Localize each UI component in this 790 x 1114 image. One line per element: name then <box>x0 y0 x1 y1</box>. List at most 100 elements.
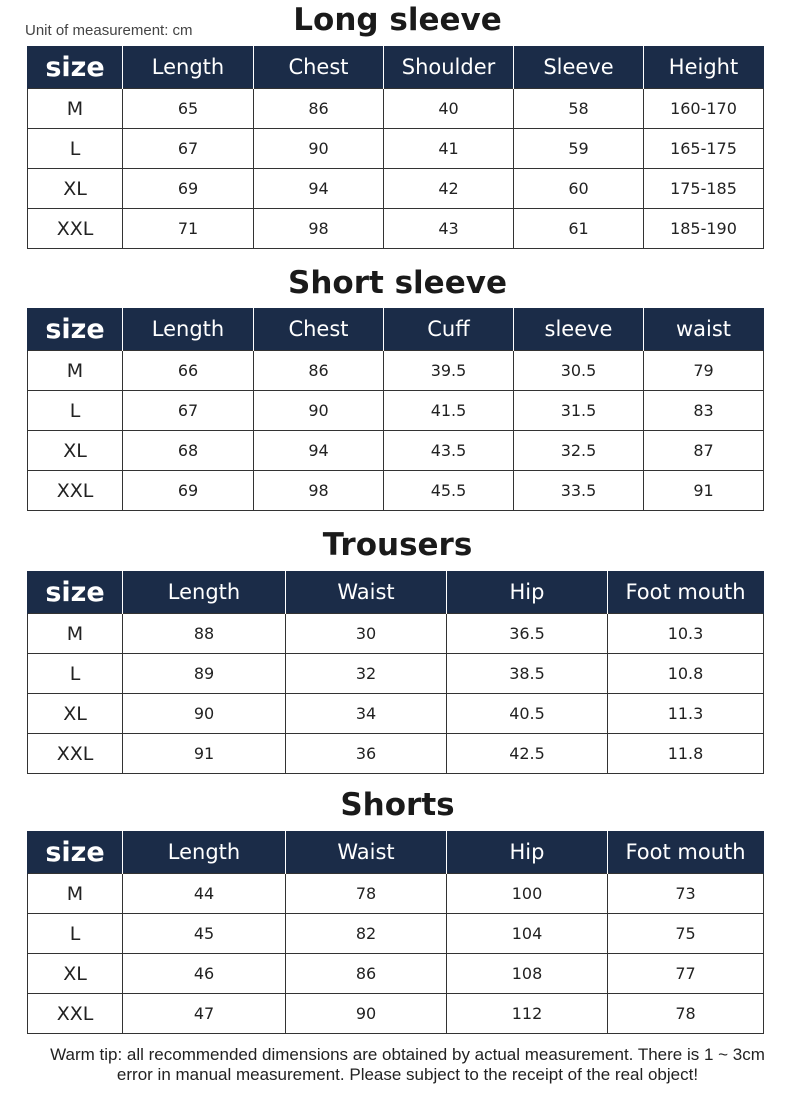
table-cell: 90 <box>253 390 384 431</box>
table-cell: 67 <box>122 390 254 431</box>
table-row: L 67 90 41.5 31.5 83 <box>27 390 764 431</box>
table-row: XL 90 34 40.5 11.3 <box>27 693 764 734</box>
table-cell: 32 <box>285 653 447 694</box>
table-cell: 89 <box>122 653 286 694</box>
table-cell: XXL <box>27 208 123 249</box>
table-cell: 165-175 <box>643 128 764 169</box>
table-cell: 82 <box>285 913 447 954</box>
table-cell: L <box>27 913 123 954</box>
table-cell: 67 <box>122 128 254 169</box>
table-cell: 175-185 <box>643 168 764 209</box>
table-cell: 88 <box>122 613 286 654</box>
table-cell: 40 <box>383 88 514 129</box>
table-cell: 78 <box>285 873 447 914</box>
table-cell: XXL <box>27 470 123 511</box>
table-row: M 66 86 39.5 30.5 79 <box>27 350 764 391</box>
size-table: size Length Waist Hip Foot mouth M 44 78 100 73 L 4… <box>27 831 764 1034</box>
section-title: Shorts <box>340 787 455 823</box>
table-cell: 38.5 <box>446 653 608 694</box>
column-header: waist <box>643 308 764 351</box>
table-row: XXL 91 36 42.5 11.8 <box>27 733 764 774</box>
column-header: Length <box>122 571 286 614</box>
table-cell: 71 <box>122 208 254 249</box>
table-row: XXL 47 90 112 78 <box>27 993 764 1034</box>
column-header: Foot mouth <box>607 571 764 614</box>
table-cell: 90 <box>122 693 286 734</box>
table-row: XXL 71 98 43 61 185-190 <box>27 208 764 249</box>
table-cell: 69 <box>122 470 254 511</box>
table-cell: M <box>27 613 123 654</box>
table-row: L 45 82 104 75 <box>27 913 764 954</box>
table-cell: 36 <box>285 733 447 774</box>
table-cell: 61 <box>513 208 644 249</box>
table-cell: 98 <box>253 470 384 511</box>
table-cell: XL <box>27 953 123 994</box>
table-cell: 30 <box>285 613 447 654</box>
column-header: Height <box>643 46 764 89</box>
table-cell: XXL <box>27 993 123 1034</box>
table-cell: 108 <box>446 953 608 994</box>
table-cell: 31.5 <box>513 390 644 431</box>
table-cell: 39.5 <box>383 350 514 391</box>
table-row: M 44 78 100 73 <box>27 873 764 914</box>
table-row: XL 69 94 42 60 175-185 <box>27 168 764 209</box>
table-cell: 32.5 <box>513 430 644 471</box>
table-row: XL 46 86 108 77 <box>27 953 764 994</box>
table-cell: M <box>27 88 123 129</box>
column-header: size <box>27 571 123 614</box>
table-cell: 100 <box>446 873 608 914</box>
column-header: Hip <box>446 831 608 874</box>
section-title: Long sleeve <box>293 2 502 38</box>
table-cell: 78 <box>607 993 764 1034</box>
table-row: M 88 30 36.5 10.3 <box>27 613 764 654</box>
column-header: Length <box>122 831 286 874</box>
table-row: L 89 32 38.5 10.8 <box>27 653 764 694</box>
column-header: Hip <box>446 571 608 614</box>
table-cell: L <box>27 653 123 694</box>
table-cell: 41 <box>383 128 514 169</box>
table-cell: 40.5 <box>446 693 608 734</box>
table-header-row: size Length Waist Hip Foot mouth <box>27 571 764 614</box>
table-cell: 11.8 <box>607 733 764 774</box>
table-cell: 73 <box>607 873 764 914</box>
table-cell: 45 <box>122 913 286 954</box>
table-cell: 86 <box>253 88 384 129</box>
table-cell: 10.8 <box>607 653 764 694</box>
column-header: Cuff <box>383 308 514 351</box>
table-cell: XL <box>27 693 123 734</box>
table-cell: 58 <box>513 88 644 129</box>
column-header: Sleeve <box>513 46 644 89</box>
table-cell: 43 <box>383 208 514 249</box>
column-header: Length <box>122 308 254 351</box>
table-cell: 94 <box>253 168 384 209</box>
table-row: XXL 69 98 45.5 33.5 91 <box>27 470 764 511</box>
column-header: Waist <box>285 831 447 874</box>
table-cell: 42.5 <box>446 733 608 774</box>
size-table: size Length Waist Hip Foot mouth M 88 30 36.5 10.… <box>27 571 764 774</box>
warm-tip: Warm tip: all recommended dimensions are… <box>50 1045 765 1084</box>
table-cell: 75 <box>607 913 764 954</box>
table-cell: 30.5 <box>513 350 644 391</box>
table-cell: L <box>27 128 123 169</box>
table-header-row: size Length Chest Cuff sleeve waist <box>27 308 764 351</box>
table-cell: 43.5 <box>383 430 514 471</box>
table-cell: 10.3 <box>607 613 764 654</box>
table-header-row: size Length Chest Shoulder Sleeve Height <box>27 46 764 89</box>
section-title: Short sleeve <box>288 265 507 301</box>
table-cell: 112 <box>446 993 608 1034</box>
table-cell: 90 <box>253 128 384 169</box>
table-cell: M <box>27 873 123 914</box>
table-cell: 69 <box>122 168 254 209</box>
table-cell: XL <box>27 168 123 209</box>
table-header-row: size Length Waist Hip Foot mouth <box>27 831 764 874</box>
table-cell: 104 <box>446 913 608 954</box>
column-header: sleeve <box>513 308 644 351</box>
table-cell: 68 <box>122 430 254 471</box>
column-header: Shoulder <box>383 46 514 89</box>
table-cell: 83 <box>643 390 764 431</box>
table-cell: 34 <box>285 693 447 734</box>
size-table: size Length Chest Shoulder Sleeve Height M 65 86… <box>27 46 764 249</box>
column-header: Chest <box>253 46 384 89</box>
table-cell: 59 <box>513 128 644 169</box>
table-cell: 11.3 <box>607 693 764 734</box>
